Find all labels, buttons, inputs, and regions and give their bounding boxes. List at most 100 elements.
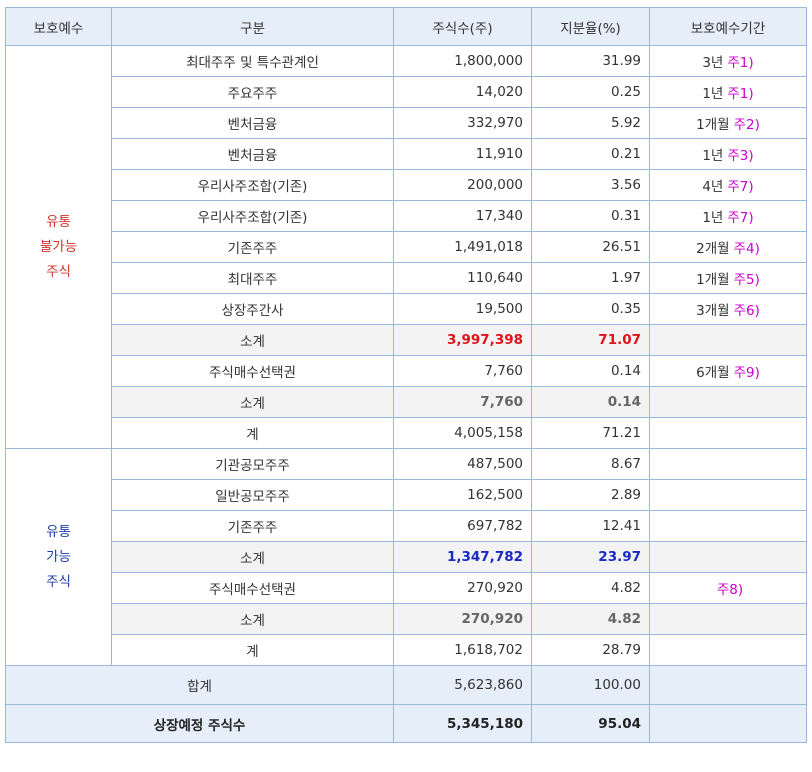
shares-cell: 162,500 [393, 479, 532, 511]
table-row: 주식매수선택권 270,920 4.82 주8) [6, 572, 807, 604]
ratio-cell: 4.82 [531, 603, 650, 635]
header-ratio: 지분율(%) [531, 7, 650, 46]
category-cell: 최대주주 및 특수관계인 [111, 45, 394, 77]
total-row: 계 4,005,158 71.21 [6, 417, 807, 449]
shares-cell: 1,618,702 [393, 634, 532, 666]
period-value: 3개월 [696, 303, 730, 319]
ratio-cell: 3.56 [531, 169, 650, 201]
period-cell [649, 448, 807, 480]
header-lock: 보호예수 [5, 7, 112, 46]
period-cell: 1년 주3) [649, 138, 807, 170]
footnote-ref: 주2) [733, 117, 760, 133]
period-cell [649, 324, 807, 356]
period-cell: 4년 주7) [649, 169, 807, 201]
category-cell: 소계 [111, 603, 394, 635]
listed-shares-label: 상장예정 주식수 [5, 704, 394, 743]
shares-cell: 332,970 [393, 107, 532, 139]
group-tradable-label: 유통 가능 주식 [5, 448, 112, 666]
footnote-ref: 주7) [727, 210, 754, 226]
category-cell: 기관공모주주 [111, 448, 394, 480]
shares-cell: 270,920 [393, 603, 532, 635]
ratio-cell: 8.67 [531, 448, 650, 480]
period-cell: 1개월 주5) [649, 262, 807, 294]
footnote-ref: 주9) [733, 365, 760, 381]
subtotal-row: 소계 3,997,398 71.07 [6, 324, 807, 356]
period-cell: 6개월 주9) [649, 355, 807, 387]
period-cell: 2개월 주4) [649, 231, 807, 263]
period-cell: 1개월 주2) [649, 107, 807, 139]
period-cell: 3년 주1) [649, 45, 807, 77]
listed-shares-value: 5,345,180 [393, 704, 532, 743]
table-row: 상장주간사 19,500 0.35 3개월 주6) [6, 293, 807, 325]
footnote-ref: 주5) [733, 272, 760, 288]
footnote-ref: 주8) [716, 582, 744, 598]
subtotal-row: 소계 7,760 0.14 [6, 386, 807, 418]
grand-total-shares: 5,623,860 [393, 665, 532, 705]
period-cell [649, 479, 807, 511]
footnote-ref: 주1) [727, 86, 754, 102]
category-cell: 벤처금융 [111, 107, 394, 139]
ratio-cell: 0.31 [531, 200, 650, 232]
footnote-ref: 주1) [727, 55, 754, 71]
shares-cell: 270,920 [393, 572, 532, 604]
subtotal-row: 소계 1,347,782 23.97 [6, 541, 807, 573]
footnote-ref: 주7) [727, 179, 754, 195]
shares-cell: 1,800,000 [393, 45, 532, 77]
period-cell [649, 417, 807, 449]
shares-cell: 7,760 [393, 386, 532, 418]
period-cell [649, 603, 807, 635]
period-cell [649, 386, 807, 418]
group-restricted-text: 유통 불가능 주식 [39, 213, 78, 280]
category-cell: 벤처금융 [111, 138, 394, 170]
ratio-cell: 71.21 [531, 417, 650, 449]
ratio-cell: 28.79 [531, 634, 650, 666]
total-row: 계 1,618,702 28.79 [6, 634, 807, 666]
ratio-cell: 0.21 [531, 138, 650, 170]
ratio-cell: 5.92 [531, 107, 650, 139]
category-cell: 계 [111, 634, 394, 666]
ratio-cell: 12.41 [531, 510, 650, 542]
table-row: 기존주주 697,782 12.41 [6, 510, 807, 542]
table-row: 우리사주조합(기존) 200,000 3.56 4년 주7) [6, 169, 807, 201]
header-category: 구분 [111, 7, 394, 46]
period-value: 1개월 [696, 272, 730, 288]
subtotal-row: 소계 270,920 4.82 [6, 603, 807, 635]
category-cell: 기존주주 [111, 510, 394, 542]
category-cell: 주식매수선택권 [111, 572, 394, 604]
table-row: 주식매수선택권 7,760 0.14 6개월 주9) [6, 355, 807, 387]
ratio-cell: 23.97 [531, 541, 650, 573]
ratio-cell: 31.99 [531, 45, 650, 77]
table-row: 벤처금융 332,970 5.92 1개월 주2) [6, 107, 807, 139]
ratio-cell: 26.51 [531, 231, 650, 263]
table-row: 일반공모주주 162,500 2.89 [6, 479, 807, 511]
table-row: 기존주주 1,491,018 26.51 2개월 주4) [6, 231, 807, 263]
period-cell [649, 510, 807, 542]
period-value: 1년 [702, 86, 724, 102]
shares-cell: 3,997,398 [393, 324, 532, 356]
grand-total-label: 합계 [5, 665, 394, 705]
category-cell: 우리사주조합(기존) [111, 200, 394, 232]
period-cell: 1년 주1) [649, 76, 807, 108]
category-cell: 주요주주 [111, 76, 394, 108]
footnote-ref: 주4) [733, 241, 760, 257]
period-cell: 3개월 주6) [649, 293, 807, 325]
table-row: 벤처금융 11,910 0.21 1년 주3) [6, 138, 807, 170]
listed-shares-ratio: 95.04 [531, 704, 650, 743]
period-value: 2개월 [696, 241, 730, 257]
grand-total-row: 합계 5,623,860 100.00 [5, 665, 807, 705]
table-row: 주요주주 14,020 0.25 1년 주1) [6, 76, 807, 108]
period-value: 1개월 [696, 117, 730, 133]
group-tradable-text: 유통 가능 주식 [46, 523, 71, 590]
category-cell: 계 [111, 417, 394, 449]
ratio-cell: 0.14 [531, 355, 650, 387]
category-cell: 소계 [111, 386, 394, 418]
ratio-cell: 0.14 [531, 386, 650, 418]
shares-cell: 200,000 [393, 169, 532, 201]
table-row: 유통 가능 주식 기관공모주주 487,500 8.67 [5, 448, 807, 666]
ratio-cell: 71.07 [531, 324, 650, 356]
group-restricted-label: 유통 불가능 주식 [5, 45, 112, 449]
period-cell: 주8) [649, 572, 807, 604]
category-cell: 소계 [111, 541, 394, 573]
shares-cell: 4,005,158 [393, 417, 532, 449]
ratio-cell: 0.25 [531, 76, 650, 108]
